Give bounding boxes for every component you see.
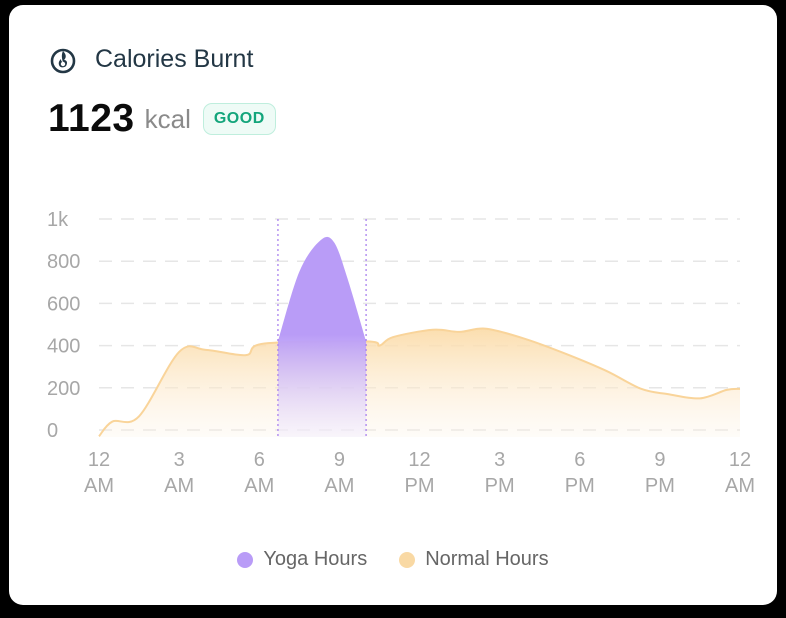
legend-label-normal: Normal Hours [425, 548, 549, 570]
x-tick-label: 6 [574, 449, 585, 471]
y-tick-label: 1k [47, 209, 69, 231]
calories-metric: 1123 kcal GOOD [48, 97, 276, 141]
x-tick-label: PM [645, 475, 675, 497]
x-tick-label: AM [84, 475, 114, 497]
chart-legend: Yoga Hours Normal Hours [9, 548, 777, 571]
y-tick-label: 200 [47, 378, 80, 400]
x-tick-label: 12 [408, 449, 430, 471]
x-tick-label: 9 [334, 449, 345, 471]
calories-unit: kcal [144, 103, 191, 134]
x-tick-label: PM [485, 475, 515, 497]
calories-area-chart: 1k 800 600 400 200 0 12 AM 3 AM 6 AM 9 AM 12 PM 3 PM 6 PM 9 P… [47, 209, 755, 497]
x-tick-label: AM [164, 475, 194, 497]
x-tick-label: 12 [88, 449, 110, 471]
card-header: Calories Burnt [49, 45, 253, 74]
legend-dot-normal [399, 551, 416, 568]
y-tick-label: 800 [47, 251, 80, 273]
legend-item-yoga: Yoga Hours [237, 548, 367, 571]
normal-hours-line [98, 327, 741, 438]
y-tick-label: 400 [47, 336, 80, 358]
flame-icon [50, 48, 76, 73]
legend-label-yoga: Yoga Hours [263, 548, 368, 570]
x-tick-label: PM [565, 475, 595, 497]
x-tick-label: 3 [494, 449, 505, 471]
y-tick-label: 600 [47, 293, 80, 315]
status-badge: GOOD [202, 103, 276, 135]
normal-hours-area [99, 328, 740, 437]
x-tick-label: AM [324, 475, 354, 497]
calories-card: Calories Burnt 1123 kcal GOOD 1k 800 600 40… [9, 5, 777, 605]
x-tick-label: 3 [174, 449, 185, 471]
x-tick-label: AM [244, 475, 274, 497]
card-title: Calories Burnt [95, 45, 254, 73]
x-tick-label: 12 [729, 449, 751, 471]
x-tick-label: AM [725, 475, 755, 497]
legend-dot-yoga [237, 551, 254, 568]
x-tick-label: 6 [254, 449, 265, 471]
y-tick-label: 0 [47, 420, 58, 442]
x-tick-label: PM [405, 475, 435, 497]
legend-item-normal: Normal Hours [399, 548, 549, 571]
x-tick-label: 9 [654, 449, 665, 471]
yoga-hours-area [277, 236, 367, 437]
calories-value: 1123 [48, 97, 135, 140]
